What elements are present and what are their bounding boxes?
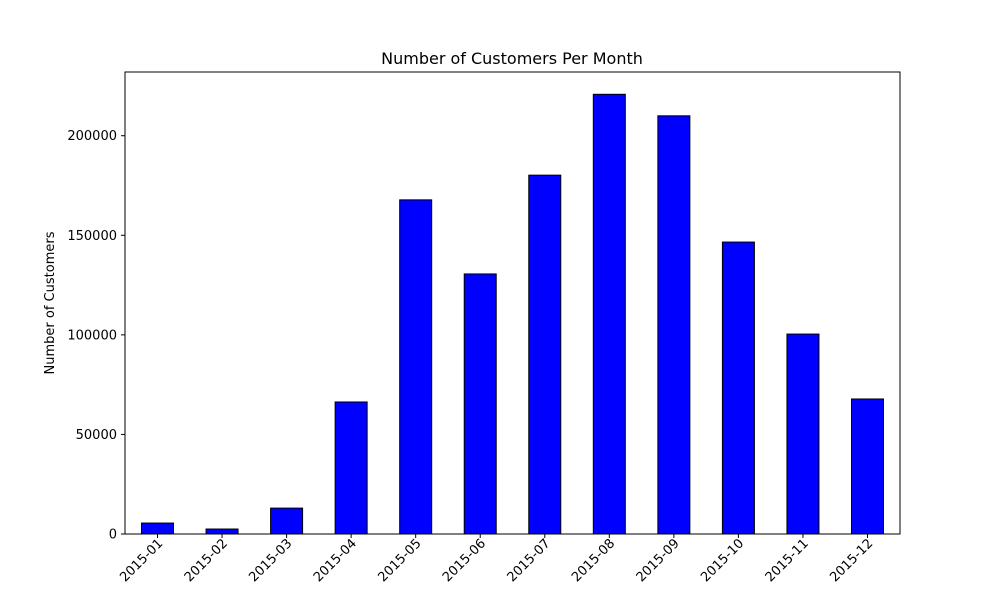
x-axis: 2015-01 2015-02 2015-03 2015-04 2015-05 2015-… xyxy=(117,534,876,585)
bar-2015-09 xyxy=(657,115,691,535)
x-tick-label: 2015-11 xyxy=(763,536,812,585)
plot-area-frame xyxy=(124,71,901,535)
x-tick-label: 2015-03 xyxy=(246,536,295,585)
x-tick-label: 2015-06 xyxy=(440,536,489,585)
y-tick-label: 150000 xyxy=(67,229,117,244)
bar-2015-05 xyxy=(399,199,433,535)
bar-2015-02 xyxy=(205,528,239,535)
x-tick-label: 2015-04 xyxy=(311,536,360,585)
x-tick-label: 2015-01 xyxy=(117,536,166,585)
y-tick-label: 200000 xyxy=(67,129,117,144)
x-tick-label: 2015-12 xyxy=(827,536,876,585)
y-tick-label: 0 xyxy=(109,528,117,543)
x-tick-label: 2015-02 xyxy=(182,536,231,585)
bar-2015-12 xyxy=(851,398,884,535)
x-tick-label: 2015-08 xyxy=(569,536,618,585)
x-tick-label: 2015-07 xyxy=(505,536,554,585)
bars-layer xyxy=(141,93,884,535)
bar-2015-11 xyxy=(786,333,820,535)
bar-2015-03 xyxy=(270,507,304,535)
bar-2015-08 xyxy=(592,93,626,535)
y-axis: 0 50000 100000 150000 200000 xyxy=(67,129,125,543)
x-tick-label: 2015-05 xyxy=(375,536,424,585)
bar-2015-04 xyxy=(334,401,368,535)
y-tick-label: 50000 xyxy=(76,428,117,443)
x-tick-label: 2015-09 xyxy=(634,536,683,585)
y-axis-label: Number of Customers xyxy=(43,231,58,374)
bar-2015-10 xyxy=(721,241,755,535)
y-tick-label: 100000 xyxy=(67,328,117,343)
bar-2015-07 xyxy=(528,174,562,535)
chart-title: Number of Customers Per Month xyxy=(381,49,643,68)
bar-2015-06 xyxy=(463,273,497,535)
x-tick-label: 2015-10 xyxy=(698,536,747,585)
bar-2015-01 xyxy=(141,522,174,535)
